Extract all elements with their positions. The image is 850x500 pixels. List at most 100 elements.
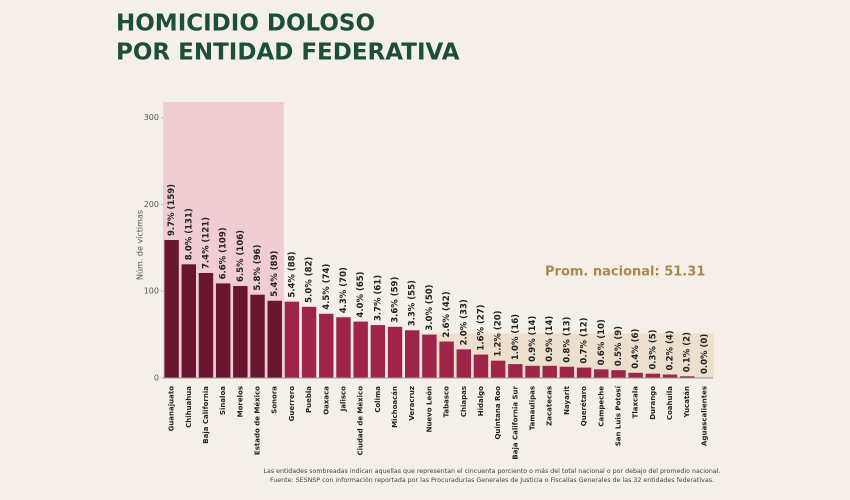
bar (301, 306, 317, 378)
bar (525, 365, 540, 378)
x-tick-label: Baja California (202, 386, 210, 444)
bar (559, 366, 575, 378)
value-label: 1.0% (16) (511, 314, 521, 360)
bar (490, 360, 506, 378)
x-tick-label: Yucatán (683, 386, 691, 418)
y-tick-label: 100 (144, 287, 159, 296)
value-label: 0.2% (4) (666, 330, 676, 370)
bar (628, 372, 643, 378)
x-tick-label: Michoacán (391, 386, 399, 428)
x-tick-label: Estado de México (254, 386, 262, 455)
bar (319, 313, 334, 378)
value-label: 5.4% (88) (287, 251, 297, 297)
value-label: 4.5% (74) (322, 264, 332, 310)
bar (267, 300, 282, 378)
chart-subtitle: POR ENTIDAD FEDERATIVA (116, 40, 460, 66)
below-average-shade (678, 333, 697, 378)
x-tick-label: Guanajuato (168, 386, 176, 432)
value-label: 3.7% (61) (373, 275, 383, 321)
below-average-shade (592, 333, 611, 378)
value-label: 5.0% (82) (305, 257, 315, 303)
below-average-shade (609, 333, 628, 378)
x-tick-label: Zacatecas (546, 386, 554, 426)
x-tick-label: Tabasco (443, 386, 451, 418)
x-tick-label: Hidalgo (477, 386, 485, 416)
bar (215, 283, 231, 378)
x-tick-label: Nuevo León (425, 386, 433, 432)
bar (250, 294, 265, 378)
value-label: 7.4% (121) (201, 217, 211, 269)
x-tick-label: Durango (649, 386, 657, 420)
value-label: 2.0% (33) (459, 299, 469, 345)
value-label: 1.6% (27) (476, 304, 486, 350)
x-tick-label: Sinaloa (219, 386, 227, 415)
below-average-shade (644, 333, 662, 378)
value-label: 0.9% (14) (528, 316, 538, 362)
value-label: 0.3% (5) (648, 329, 658, 369)
value-label: 6.5% (106) (236, 230, 246, 282)
bar (405, 330, 420, 378)
bar (387, 326, 403, 378)
bar (473, 354, 489, 378)
bar (336, 317, 351, 378)
value-label: 0.4% (6) (631, 328, 641, 368)
y-axis-label: Núm. de víctimas (136, 210, 145, 280)
bar (594, 369, 609, 378)
x-tick-label: Tamaulipas (529, 386, 537, 430)
footnote: Las entidades sombreadas indican aquella… (264, 467, 721, 475)
value-label: 0.5% (9) (614, 326, 624, 366)
value-label: 0.7% (12) (580, 317, 590, 363)
value-label: 0.8% (13) (562, 316, 572, 362)
bar (353, 321, 368, 378)
x-tick-label: Oaxaca (322, 386, 330, 415)
bar (645, 373, 661, 378)
value-label: 5.4% (89) (270, 251, 280, 297)
value-label: 0.6% (10) (597, 319, 607, 365)
x-tick-label: Morelos (236, 386, 244, 417)
x-tick-label: Querétaro (580, 386, 588, 426)
y-tick-label: 200 (144, 200, 159, 209)
average-label: Prom. nacional: 51.31 (545, 265, 705, 280)
value-label: 3.6% (59) (391, 277, 401, 323)
x-tick-label: Nayarit (563, 385, 571, 415)
value-label: 2.6% (42) (442, 291, 452, 337)
x-tick-label: Ciudad de México (357, 386, 365, 456)
bar (198, 272, 214, 378)
x-tick-label: Coahuila (666, 386, 674, 420)
x-tick-label: Guerrero (288, 386, 296, 422)
value-label: 0.1% (2) (683, 332, 693, 372)
x-tick-label: Chihuahua (185, 386, 193, 428)
bar (611, 370, 626, 378)
bar (542, 365, 557, 378)
bar (370, 325, 386, 378)
x-tick-label: Chiapas (460, 386, 468, 417)
x-tick-label: Campeche (597, 386, 605, 427)
below-average-shade (575, 333, 594, 378)
bar (181, 264, 196, 378)
below-average-shade (695, 333, 714, 378)
bar (456, 349, 471, 378)
bar (284, 301, 300, 378)
value-label: 4.0% (65) (356, 271, 366, 317)
bar (576, 367, 592, 378)
value-label: 9.7% (159) (167, 184, 177, 236)
x-tick-label: Sonora (271, 386, 279, 414)
x-tick-label: Colima (374, 386, 382, 413)
value-label: 5.8% (96) (253, 244, 263, 290)
bar (508, 364, 523, 378)
x-tick-label: Veracruz (408, 386, 416, 421)
below-average-shade (627, 333, 645, 378)
value-label: 8.0% (131) (184, 208, 194, 260)
x-tick-label: San Luis Potosí (614, 385, 622, 446)
value-label: 1.2% (20) (494, 310, 504, 356)
x-tick-label: Puebla (305, 386, 313, 413)
bar (422, 334, 437, 378)
x-tick-label: Quintana Roo (494, 386, 502, 440)
value-label: 0.9% (14) (545, 316, 555, 362)
bar (164, 240, 179, 378)
below-average-shade (661, 333, 680, 378)
value-label: 3.0% (50) (425, 284, 435, 330)
bar (233, 286, 248, 378)
